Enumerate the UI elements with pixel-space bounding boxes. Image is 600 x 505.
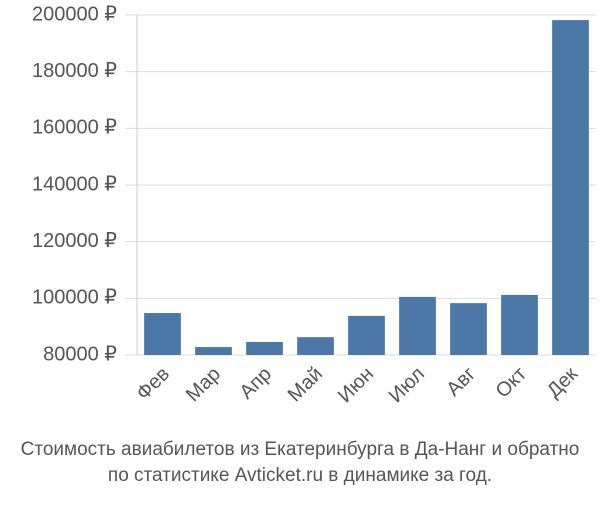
bar <box>399 296 436 355</box>
x-tick-label: Май <box>284 363 327 406</box>
y-tick-label: 160000 ₽ <box>32 117 117 139</box>
x-tick-label: Авг <box>442 363 480 401</box>
bar <box>552 20 589 355</box>
y-tick-label: 120000 ₽ <box>32 230 117 252</box>
bar <box>501 294 538 355</box>
bar <box>195 347 232 355</box>
bar <box>144 313 181 355</box>
x-tick-label: Окт <box>492 363 531 402</box>
y-tick-label: 140000 ₽ <box>32 173 117 195</box>
x-tick-label: Мар <box>182 363 225 406</box>
x-tick-label: Июн <box>334 363 378 407</box>
bar <box>297 337 334 355</box>
x-tick-label: Фев <box>132 363 174 405</box>
y-tick-label: 100000 ₽ <box>32 287 117 309</box>
x-tick-label: Апр <box>236 363 277 404</box>
chart-title: Стоимость авиабилетов из Екатеринбурга в… <box>21 439 580 460</box>
y-tick-label: 80000 ₽ <box>43 343 117 365</box>
y-tick-label: 200000 ₽ <box>32 3 117 25</box>
x-tick-label: Дек <box>543 363 582 402</box>
chart-title: по статистике Avticket.ru в динамике за … <box>108 465 492 486</box>
bar <box>348 315 385 355</box>
bar <box>246 341 283 355</box>
bar <box>450 303 487 355</box>
y-tick-label: 180000 ₽ <box>32 60 117 82</box>
x-tick-label: Июл <box>385 363 429 407</box>
